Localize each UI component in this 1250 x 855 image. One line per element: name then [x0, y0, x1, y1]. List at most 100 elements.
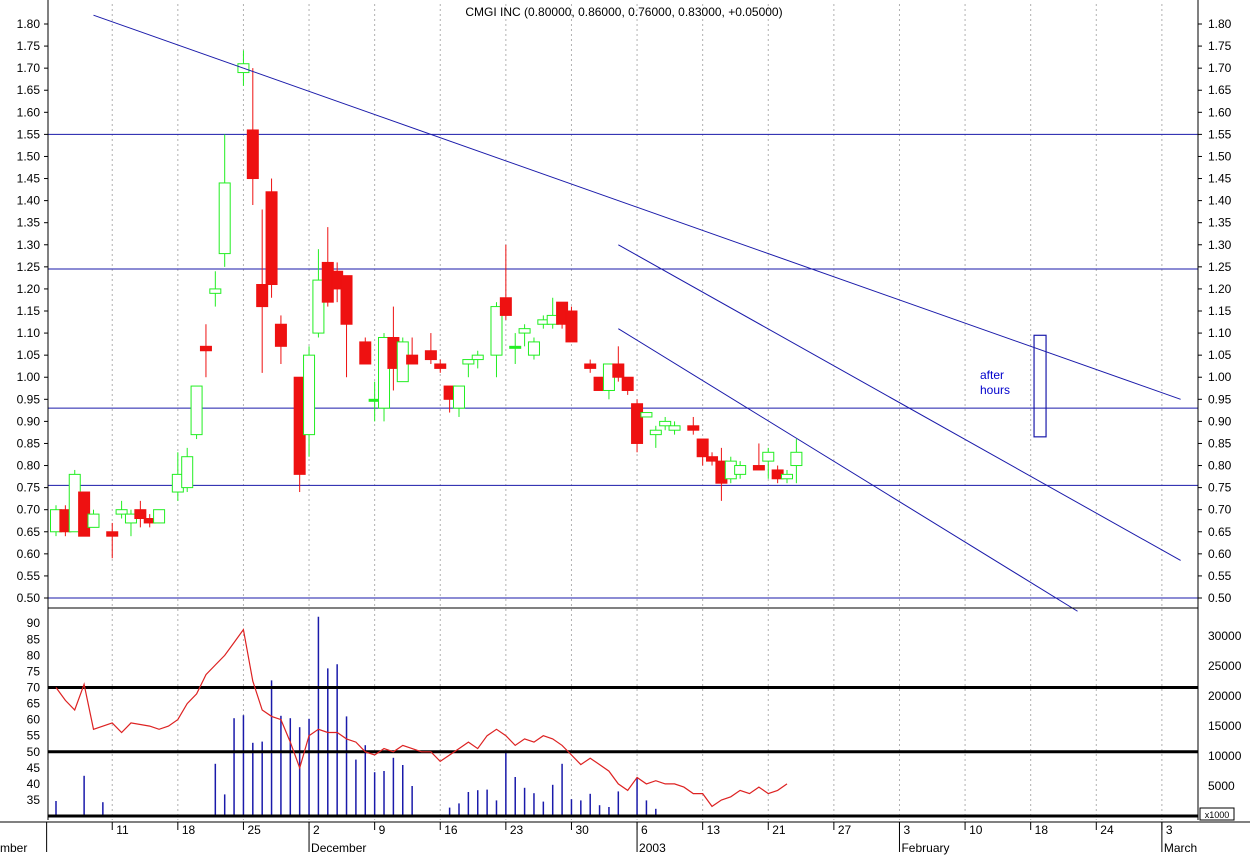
volume-tick-label: 20000 — [1208, 689, 1242, 703]
price-tick-label-right: 1.70 — [1208, 61, 1232, 75]
price-tick-label-left: 1.75 — [17, 39, 41, 53]
candle-body-up — [659, 420, 672, 427]
price-tick-label-right: 0.80 — [1208, 459, 1232, 473]
candle-body-up — [87, 513, 100, 528]
candle-body-up — [378, 336, 391, 409]
date-tick-label: 24 — [1100, 823, 1114, 837]
date-tick-label: 9 — [379, 823, 386, 837]
rsi-tick-label: 45 — [27, 761, 41, 775]
date-tick-label: 27 — [838, 823, 852, 837]
price-tick-label-right: 0.85 — [1208, 436, 1232, 450]
price-tick-label-left: 0.80 — [17, 459, 41, 473]
candle-body-up — [115, 509, 128, 515]
candle — [640, 412, 653, 418]
chart-title: CMGI INC (0.80000, 0.86000, 0.76000, 0.8… — [465, 5, 782, 19]
chart-frame — [0, 0, 1250, 823]
date-tick-label: 3 — [1166, 823, 1173, 837]
price-tick-label-left: 0.65 — [17, 525, 41, 539]
candle-body-up — [790, 451, 803, 467]
candle-body-down — [199, 345, 212, 352]
candle — [434, 359, 447, 373]
price-tick-label-right: 1.45 — [1208, 172, 1232, 186]
candle — [649, 425, 662, 448]
price-tick-label-right: 1.75 — [1208, 39, 1232, 53]
date-tick-label: 25 — [247, 823, 261, 837]
candle-body-down — [584, 363, 597, 369]
candlesticks — [50, 50, 1047, 559]
month-label: March — [1164, 841, 1197, 855]
trendlines — [93, 14, 1181, 612]
candle-body-up — [312, 279, 325, 334]
date-tick-label: 18 — [1035, 823, 1049, 837]
price-tick-label-left: 1.10 — [17, 326, 41, 340]
candle — [696, 438, 709, 466]
price-tick-label-right: 1.00 — [1208, 370, 1232, 384]
candle-body-down — [752, 465, 765, 471]
price-tick-label-right: 1.40 — [1208, 194, 1232, 208]
price-tick-label-right: 0.95 — [1208, 392, 1232, 406]
candle-body-down — [106, 531, 119, 537]
candle — [153, 509, 166, 524]
candle — [359, 337, 372, 365]
candle-body-down — [424, 350, 437, 361]
price-tick-label-left: 1.05 — [17, 348, 41, 362]
price-tick-label-right: 0.55 — [1208, 569, 1232, 583]
price-tick-label-right: 1.15 — [1208, 304, 1232, 318]
candle-body-up — [181, 456, 194, 489]
candle — [668, 421, 681, 435]
after-hours-box — [1033, 334, 1047, 438]
volume-tick-label: 15000 — [1208, 719, 1242, 733]
price-tick-label-left: 1.50 — [17, 149, 41, 163]
candle-body-up — [303, 354, 316, 436]
candle — [565, 306, 578, 343]
candle-body-down — [687, 425, 700, 431]
candle-body-down — [274, 323, 287, 347]
price-tick-label-right: 1.05 — [1208, 348, 1232, 362]
candle-body-up — [668, 425, 681, 431]
price-tick-label-left: 0.95 — [17, 392, 41, 406]
price-tick-label-left: 0.60 — [17, 547, 41, 561]
rsi-bands — [48, 686, 1198, 818]
candle — [246, 68, 259, 206]
price-tick-label-right: 1.35 — [1208, 216, 1232, 230]
price-tick-label-left: 1.60 — [17, 105, 41, 119]
axis-labels: 0.50 0.50 0.55 0.55 0.60 0.60 0.65 0.65 0.70 0.70… — [0, 17, 1242, 855]
candle — [687, 416, 700, 435]
price-tick-label-left: 0.75 — [17, 481, 41, 495]
price-tick-label-left: 1.80 — [17, 17, 41, 31]
price-tick-label-right: 1.55 — [1208, 127, 1232, 141]
rsi-tick-label: 50 — [27, 745, 41, 759]
candle — [406, 337, 419, 365]
candle-body-down — [359, 341, 372, 365]
volume-multiplier-box — [1199, 807, 1235, 821]
candle — [499, 244, 512, 320]
price-tick-label-right: 1.80 — [1208, 17, 1232, 31]
candle — [612, 346, 625, 382]
candle-body-up — [490, 306, 503, 356]
rsi-tick-label: 35 — [27, 793, 41, 807]
candle — [631, 399, 644, 453]
price-tick-label-right: 1.10 — [1208, 326, 1232, 340]
trendline — [618, 328, 1078, 612]
candle-body-down — [265, 191, 278, 286]
price-tick-label-left: 1.40 — [17, 194, 41, 208]
candle — [706, 452, 719, 466]
date-tick-label: 23 — [510, 823, 524, 837]
candle-body-up — [209, 288, 222, 294]
candle-body-down — [406, 354, 419, 365]
candle — [452, 385, 465, 417]
rsi-tick-label: 40 — [27, 777, 41, 791]
price-tick-label-left: 0.70 — [17, 503, 41, 517]
price-tick-label-left: 0.55 — [17, 569, 41, 583]
candle — [303, 346, 316, 457]
date-tick-label: 3 — [903, 823, 910, 837]
volume-tick-label: 5000 — [1208, 779, 1235, 793]
candle-body-down — [246, 129, 259, 180]
volume-multiplier-label: x1000 — [1205, 810, 1230, 820]
price-tick-label-right: 0.60 — [1208, 547, 1232, 561]
volume-tick-label: 30000 — [1208, 629, 1242, 643]
candle-body-down — [696, 438, 709, 458]
candle — [134, 500, 147, 528]
candle-body-up — [734, 465, 747, 475]
candle-body-up — [509, 345, 522, 349]
